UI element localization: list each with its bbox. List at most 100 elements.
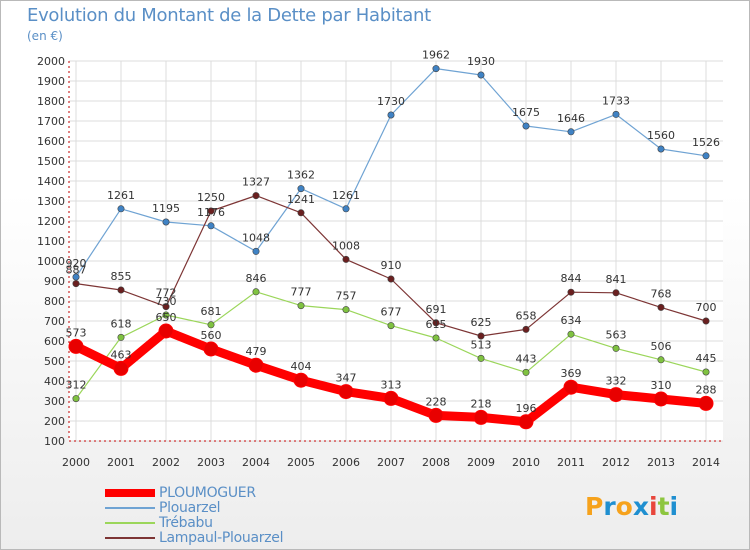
data-point-2: [297, 302, 305, 310]
data-point-0: [248, 357, 264, 373]
data-point-2: [342, 306, 350, 314]
data-point-3: [522, 325, 530, 333]
y-tick-label: 200: [44, 415, 65, 428]
y-tick-label: 800: [44, 295, 65, 308]
data-point-0: [653, 391, 669, 407]
data-point-3: [72, 280, 80, 288]
y-tick-label: 1900: [37, 75, 65, 88]
data-label-3: 768: [651, 287, 672, 300]
data-point-1: [162, 218, 170, 226]
data-label-3: 772: [156, 287, 177, 300]
legend-item: Trébabu: [105, 515, 283, 531]
data-label-0: 369: [561, 367, 582, 380]
legend-item: Plouarzel: [105, 499, 283, 516]
data-label-1: 1195: [152, 202, 180, 215]
data-label-2: 634: [561, 314, 582, 327]
x-tick-label: 2004: [242, 456, 270, 469]
data-point-0: [563, 379, 579, 395]
data-point-2: [72, 395, 80, 403]
y-tick-label: 900: [44, 275, 65, 288]
legend-label: Plouarzel: [159, 499, 221, 516]
data-point-1: [522, 122, 530, 130]
data-label-0: 310: [651, 379, 672, 392]
x-tick-label: 2000: [62, 456, 90, 469]
data-point-3: [252, 192, 260, 200]
x-tick-label: 2006: [332, 456, 360, 469]
data-point-0: [203, 341, 219, 357]
data-point-1: [432, 65, 440, 73]
data-label-3: 625: [471, 316, 492, 329]
x-tick-label: 2013: [647, 456, 675, 469]
data-label-1: 1526: [692, 136, 720, 149]
data-label-1: 1362: [287, 169, 315, 182]
y-tick-label: 1800: [37, 95, 65, 108]
data-point-2: [657, 356, 665, 364]
x-tick-label: 2011: [557, 456, 585, 469]
data-label-1: 1560: [647, 129, 675, 142]
y-tick-label: 1000: [37, 255, 65, 268]
data-label-1: 1730: [377, 95, 405, 108]
data-label-1: 1048: [242, 231, 270, 244]
logo-letter: t: [657, 492, 670, 521]
data-label-3: 700: [696, 301, 717, 314]
data-label-2: 563: [606, 328, 627, 341]
data-point-0: [158, 323, 174, 339]
data-label-1: 1261: [107, 189, 135, 202]
data-point-3: [342, 255, 350, 263]
legend-swatch: [105, 488, 155, 497]
data-point-0: [428, 407, 444, 423]
data-point-0: [293, 372, 309, 388]
y-tick-label: 500: [44, 355, 65, 368]
data-point-2: [252, 288, 260, 296]
data-point-0: [698, 395, 714, 411]
data-label-1: 1733: [602, 94, 630, 107]
legend-swatch: [105, 536, 155, 539]
data-point-0: [68, 338, 84, 354]
y-tick-label: 1200: [37, 215, 65, 228]
x-tick-label: 2001: [107, 456, 135, 469]
data-point-2: [477, 354, 485, 362]
y-tick-label: 400: [44, 375, 65, 388]
data-label-3: 691: [426, 303, 447, 316]
data-label-0: 573: [66, 326, 87, 339]
data-point-3: [207, 207, 215, 215]
data-point-2: [162, 311, 170, 319]
data-label-2: 445: [696, 352, 717, 365]
data-point-1: [612, 110, 620, 118]
x-tick-label: 2014: [692, 456, 720, 469]
legend-label: Lampaul-Plouarzel: [159, 529, 284, 546]
data-label-3: 855: [111, 270, 132, 283]
data-label-1: 1646: [557, 112, 585, 125]
data-point-1: [477, 71, 485, 79]
data-point-3: [162, 303, 170, 311]
data-point-0: [383, 390, 399, 406]
data-point-1: [657, 145, 665, 153]
x-tick-label: 2008: [422, 456, 450, 469]
data-point-1: [252, 247, 260, 255]
data-point-1: [702, 152, 710, 160]
legend: PLOUMOGUER Plouarzel Trébabu Lampaul-Plouar…: [105, 485, 284, 546]
data-label-2: 615: [426, 318, 447, 331]
data-point-1: [342, 205, 350, 213]
chart-title: Evolution du Montant de la Dette par Hab…: [27, 5, 431, 26]
data-label-0: 288: [696, 383, 717, 396]
data-point-2: [207, 321, 215, 329]
data-point-3: [432, 319, 440, 327]
data-point-3: [567, 288, 575, 296]
data-point-2: [612, 344, 620, 352]
data-label-1: 1930: [467, 55, 495, 68]
data-label-0: 479: [246, 345, 267, 358]
logo-letter: o: [615, 492, 633, 521]
data-point-3: [612, 289, 620, 297]
data-point-1: [387, 111, 395, 119]
data-label-0: 218: [471, 397, 492, 410]
data-label-3: 1241: [287, 193, 315, 206]
data-point-3: [117, 286, 125, 294]
data-label-3: 1250: [197, 191, 225, 204]
data-point-3: [297, 209, 305, 217]
x-tick-label: 2005: [287, 456, 315, 469]
data-label-2: 757: [336, 290, 357, 303]
y-tick-label: 100: [44, 435, 65, 448]
